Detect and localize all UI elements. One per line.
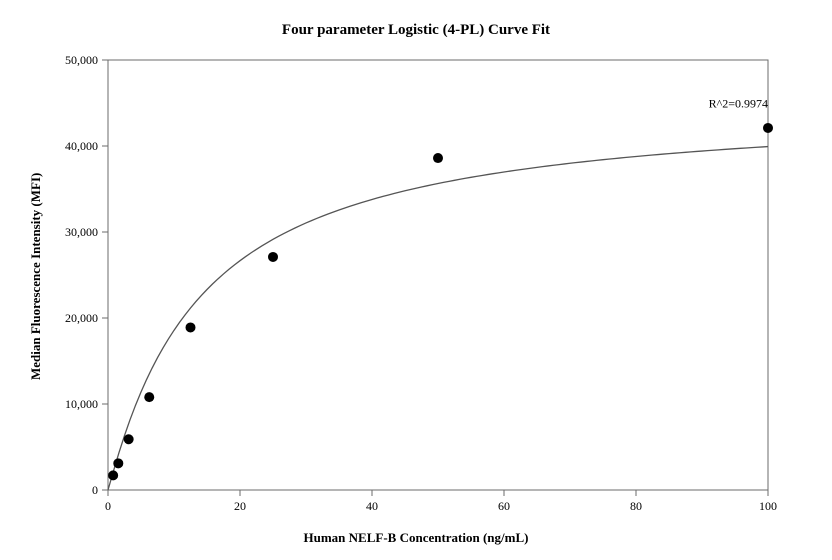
fitted-curve — [108, 147, 768, 490]
data-point — [433, 153, 443, 163]
y-tick-label: 30,000 — [65, 225, 98, 239]
data-point — [763, 123, 773, 133]
data-point — [186, 322, 196, 332]
data-point — [268, 252, 278, 262]
y-tick-label: 40,000 — [65, 139, 98, 153]
data-point — [144, 392, 154, 402]
x-tick-label: 40 — [366, 499, 378, 513]
y-tick-label: 50,000 — [65, 53, 98, 67]
x-tick-label: 20 — [234, 499, 246, 513]
chart-svg: 0 20 40 60 80 100 0 10,000 20,000 30,000 40,000 50,… — [0, 0, 832, 560]
data-point — [124, 434, 134, 444]
plot-border — [108, 60, 768, 490]
r-squared-annotation: R^2=0.9974 — [709, 96, 768, 110]
x-tick-label: 80 — [630, 499, 642, 513]
data-point — [113, 458, 123, 468]
chart-container: Four parameter Logistic (4-PL) Curve Fit… — [0, 0, 832, 560]
x-tick-label: 60 — [498, 499, 510, 513]
x-tick-label: 0 — [105, 499, 111, 513]
x-tick-label: 100 — [759, 499, 777, 513]
y-tick-label: 20,000 — [65, 311, 98, 325]
data-point — [108, 470, 118, 480]
y-tick-label: 10,000 — [65, 397, 98, 411]
y-tick-label: 0 — [92, 483, 98, 497]
